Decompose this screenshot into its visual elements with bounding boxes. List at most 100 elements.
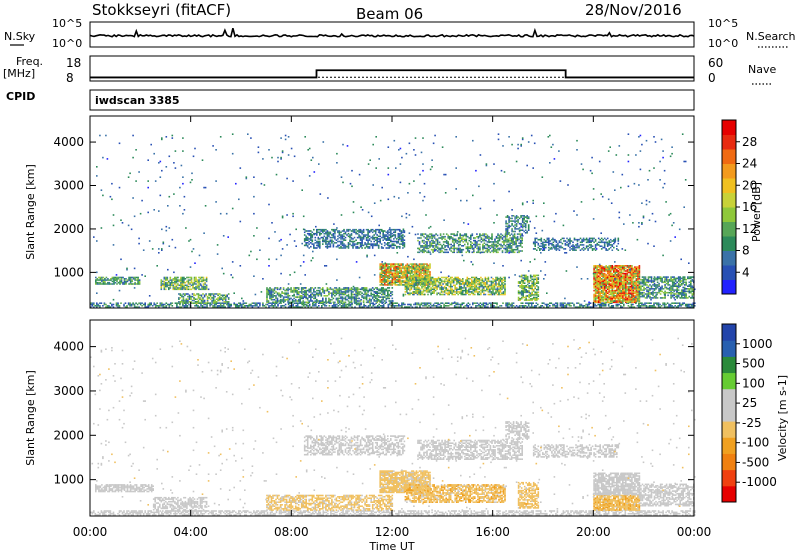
heatmap-cell <box>549 240 552 242</box>
heatmap-cell <box>523 288 526 291</box>
heatmap-cell <box>526 215 528 217</box>
heatmap-cell <box>445 288 447 291</box>
heatmap-cell <box>317 240 320 243</box>
heatmap-cell <box>485 239 487 242</box>
heatmap-cell <box>269 297 271 300</box>
heatmap-cell <box>593 293 595 296</box>
heatmap-cell <box>208 293 210 295</box>
heatmap-cell <box>328 305 331 307</box>
heatmap-cell <box>534 283 536 286</box>
heatmap-cell <box>413 279 416 281</box>
heatmap-cell <box>390 284 392 286</box>
heatmap-cell <box>639 306 642 308</box>
heatmap-cell <box>593 267 595 270</box>
heatmap-cell <box>534 245 536 247</box>
heatmap-cell <box>462 279 464 281</box>
heatmap-cell <box>382 287 384 289</box>
heatmap-cell <box>666 306 669 308</box>
heatmap-cell <box>501 241 504 243</box>
heatmap-cell <box>473 243 475 246</box>
heatmap-cell <box>380 280 383 282</box>
heatmap-cell <box>340 306 343 308</box>
heatmap-cell <box>175 287 178 289</box>
heatmap-cell <box>211 299 213 302</box>
heatmap-cell <box>387 236 389 239</box>
heatmap-cell <box>166 278 169 280</box>
heatmap-cell <box>322 301 324 304</box>
heatmap-cell <box>409 267 412 269</box>
heatmap-cell <box>492 245 495 247</box>
heatmap-cell <box>517 298 520 300</box>
heatmap-cell <box>333 303 335 306</box>
heatmap-cell <box>430 288 432 291</box>
heatmap-cell <box>335 239 338 241</box>
heatmap-cell <box>478 293 481 296</box>
heatmap-cell <box>554 245 556 247</box>
heatmap-cell <box>362 289 365 292</box>
heatmap-cell <box>399 278 401 281</box>
heatmap-cell <box>449 291 452 293</box>
heatmap-cell <box>323 232 326 235</box>
heatmap-cell <box>462 245 465 247</box>
heatmap-cell <box>222 303 225 306</box>
heatmap-cell <box>502 276 505 279</box>
heatmap-cell <box>472 303 474 306</box>
heatmap-cell <box>599 296 601 298</box>
heatmap-cell <box>184 281 187 284</box>
heatmap-cell <box>509 217 512 220</box>
heatmap-cell <box>470 241 472 243</box>
heatmap-cell <box>594 249 597 251</box>
heatmap-cell <box>394 280 397 282</box>
heatmap-cell <box>475 302 477 304</box>
heatmap-cell <box>358 300 360 302</box>
heatmap-cell <box>196 287 199 289</box>
heatmap-cell <box>129 276 132 279</box>
heatmap-cell <box>471 292 473 294</box>
heatmap-cell <box>433 247 436 250</box>
heatmap-cell <box>428 305 430 307</box>
heatmap-cell <box>379 284 381 286</box>
heatmap-cell <box>300 291 303 293</box>
heatmap-cell <box>382 265 384 268</box>
heatmap-cell <box>353 287 356 289</box>
heatmap-cell <box>346 287 348 289</box>
heatmap-cell <box>521 233 523 235</box>
heatmap-cell <box>560 245 562 247</box>
heatmap-cell <box>520 215 522 217</box>
heatmap-cell <box>120 281 123 284</box>
heatmap-cell <box>477 243 480 246</box>
heatmap-cell <box>651 306 654 308</box>
heatmap-cell <box>466 281 469 284</box>
heatmap-cell <box>419 280 422 283</box>
heatmap-cell <box>170 303 172 306</box>
heatmap-cell <box>545 244 547 246</box>
heatmap-cell <box>325 302 328 304</box>
heatmap-cell <box>382 231 384 234</box>
heatmap-cell <box>425 305 427 307</box>
heatmap-cell <box>337 298 339 301</box>
heatmap-cell <box>422 280 425 283</box>
heatmap-cell <box>112 306 115 308</box>
heatmap-cell <box>564 305 566 307</box>
heatmap-cell <box>522 285 524 287</box>
heatmap-cell <box>299 302 302 304</box>
heatmap-cell <box>456 234 458 237</box>
heatmap-cell <box>334 295 336 297</box>
heatmap-cell <box>379 273 381 276</box>
heatmap-cell <box>200 303 202 306</box>
heatmap-cell <box>368 301 371 304</box>
heatmap-cell <box>358 288 360 291</box>
heatmap-cell <box>334 292 336 294</box>
heatmap-cell <box>477 235 480 238</box>
heatmap-cell <box>124 302 127 304</box>
heatmap-cell <box>397 228 400 231</box>
heatmap-cell <box>385 234 388 236</box>
heatmap-cell <box>137 281 139 284</box>
heatmap-cell <box>475 287 478 289</box>
heatmap-cell <box>609 238 612 241</box>
heatmap-cell <box>567 242 570 245</box>
heatmap-cell <box>281 292 283 294</box>
heatmap-cell <box>269 302 272 304</box>
heatmap-cell <box>512 302 515 304</box>
